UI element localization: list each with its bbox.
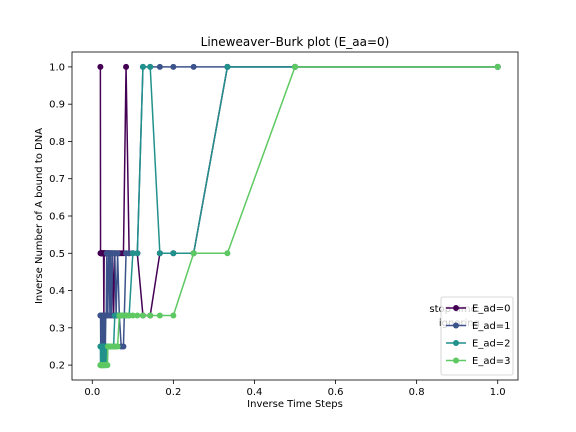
legend-item: E_ad=1 <box>446 321 511 332</box>
data-point <box>190 250 197 257</box>
data-point <box>147 63 154 70</box>
y-tick-label: 0.4 <box>49 286 65 297</box>
data-point <box>147 312 154 319</box>
data-point <box>170 63 177 70</box>
data-point <box>134 250 141 257</box>
data-point <box>104 362 111 369</box>
x-tick-label: 0.8 <box>409 387 425 398</box>
y-tick-label: 0.7 <box>49 174 65 185</box>
y-tick-label: 0.5 <box>49 249 65 260</box>
data-point <box>190 63 197 70</box>
data-point <box>156 250 163 257</box>
x-tick-label: 0.0 <box>84 387 100 398</box>
data-point <box>170 312 177 319</box>
legend-swatch-marker <box>453 340 459 346</box>
y-tick-label: 0.8 <box>49 137 65 148</box>
y-tick-label: 0.3 <box>49 323 65 334</box>
x-tick-label: 0.4 <box>247 387 263 398</box>
legend-label: E_ad=1 <box>472 321 511 332</box>
data-point <box>97 63 104 70</box>
data-point <box>129 312 136 319</box>
legend-item: E_ad=3 <box>446 356 511 367</box>
data-point <box>114 343 121 350</box>
legend-label: E_ad=0 <box>472 304 511 315</box>
data-point <box>134 312 141 319</box>
y-axis-title: Inverse Number of A bound to DNA <box>34 128 45 304</box>
chart-title: Lineweaver–Burk plot (E_aa=0) <box>201 35 390 49</box>
data-point <box>156 312 163 319</box>
x-tick-label: 1.0 <box>490 387 506 398</box>
data-point <box>129 250 136 257</box>
data-point <box>156 63 163 70</box>
data-point <box>139 312 146 319</box>
legend-item: E_ad=2 <box>446 339 511 350</box>
y-tick-label: 0.6 <box>49 212 65 223</box>
data-point <box>120 343 127 350</box>
data-point <box>114 250 121 257</box>
legend-item: E_ad=0 <box>446 304 511 315</box>
x-tick-label: 0.2 <box>165 387 181 398</box>
data-point <box>224 63 231 70</box>
data-point <box>292 63 298 70</box>
legend-swatch-marker <box>453 322 459 329</box>
legend-swatch-marker <box>453 305 459 311</box>
data-point <box>139 63 146 70</box>
legend-box <box>440 296 514 376</box>
legend-swatch-marker <box>453 357 459 364</box>
y-tick-label: 0.9 <box>49 100 65 111</box>
data-point <box>494 63 501 70</box>
series-4 <box>97 63 501 369</box>
data-point <box>170 250 177 257</box>
legend: E_ad=0 E_ad=1 E_ad=2 E_ad=3 <box>440 296 514 376</box>
legend-label: E_ad=2 <box>472 339 511 350</box>
y-tick-label: 0.2 <box>49 361 65 372</box>
x-tick-label: 0.6 <box>328 387 344 398</box>
legend-label: E_ad=3 <box>472 356 511 367</box>
y-tick-label: 1.0 <box>49 62 65 73</box>
data-point <box>123 63 130 70</box>
data-point <box>224 250 231 257</box>
x-axis-title: Inverse Time Steps <box>247 399 343 410</box>
